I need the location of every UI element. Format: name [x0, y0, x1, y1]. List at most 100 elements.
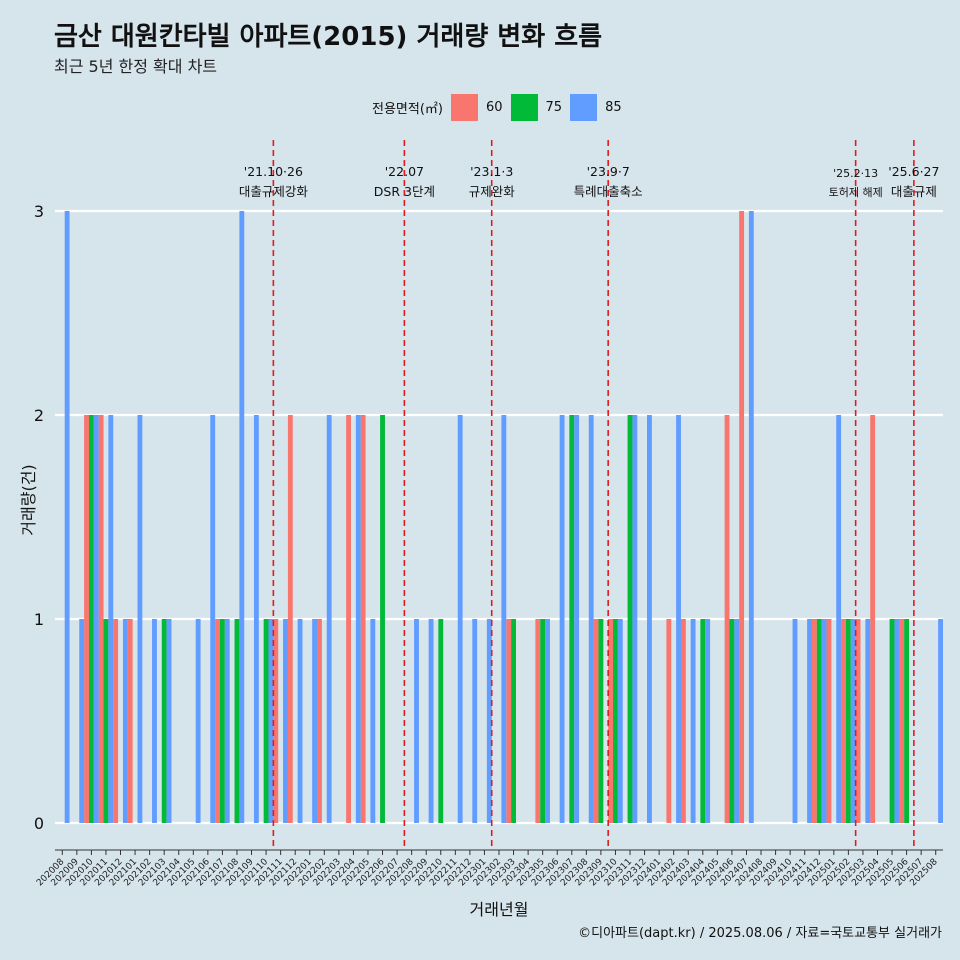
- bar-85-202010: [93, 415, 99, 823]
- bar-85-202009: [79, 619, 85, 823]
- bar-60-202202: [317, 619, 322, 823]
- event-label-4: 토허제 해제: [829, 185, 883, 199]
- bar-85-202112: [297, 619, 303, 823]
- bar-60-202502: [841, 619, 846, 823]
- legend: 전용면적(㎡) 60 75 85: [372, 92, 630, 122]
- legend-label-85: 85: [605, 99, 622, 115]
- bar-60-202204: [346, 415, 351, 823]
- bar-60-202402: [666, 619, 672, 823]
- bar-75-202210: [438, 619, 444, 823]
- bar-60-202011: [98, 415, 104, 823]
- bar-75-202110: [263, 619, 269, 823]
- bar-85-202505: [894, 619, 900, 823]
- legend-label-75: 75: [545, 99, 563, 115]
- legend-swatch-75: [510, 93, 538, 121]
- legend-title: 전용면적(㎡): [372, 101, 443, 117]
- bar-60-202403: [680, 619, 686, 823]
- bar-85-202202: [326, 415, 332, 823]
- event-label-0: 대출규제강화: [239, 184, 309, 199]
- bar-60-202303: [506, 619, 512, 823]
- bar-85-202402: [676, 415, 681, 823]
- y-axis-title: 거래량(건): [19, 464, 38, 535]
- bar-85-202305: [545, 619, 550, 823]
- bar-60-202309: [593, 619, 599, 823]
- bar-85-202307: [574, 415, 580, 823]
- bar-60-202305: [535, 619, 541, 823]
- bar-75-202107: [219, 619, 225, 823]
- bar-75-202412: [816, 619, 822, 823]
- event-label-1: DSR 3단계: [374, 184, 435, 199]
- event-date-2: '23.1·3: [470, 164, 513, 179]
- event-date-5: '25.6·27: [888, 164, 939, 179]
- bar-85-202110: [268, 619, 274, 823]
- bar-60-202010: [84, 415, 89, 823]
- bar-60-202407: [739, 211, 745, 823]
- bar-85-202111: [283, 619, 288, 823]
- bar-85-202209: [428, 619, 434, 823]
- legend-item-75: 75: [510, 93, 563, 121]
- bar-85-202403: [690, 619, 696, 823]
- bar-75-202303: [511, 619, 516, 823]
- bar-75-202310: [613, 619, 618, 823]
- bar-60-202506: [899, 619, 905, 823]
- bar-60-202107: [215, 619, 220, 823]
- bar-75-202311: [627, 415, 633, 823]
- bar-75-202309: [598, 619, 604, 823]
- bar-85-202205: [370, 619, 376, 823]
- y-tick-label-1: 1: [34, 610, 44, 629]
- bar-60-202205: [360, 415, 366, 823]
- bar-85-202201: [312, 619, 318, 823]
- bar-85-202109: [253, 415, 259, 823]
- legend-item-60: 60: [450, 93, 503, 121]
- bar-75-202406: [729, 619, 735, 823]
- bar-85-202107: [224, 619, 230, 823]
- event-label-3: 특례대출축소: [574, 184, 643, 199]
- bar-60-202101: [127, 619, 133, 823]
- y-tick-label-2: 2: [34, 406, 44, 425]
- bar-85-202105: [195, 619, 201, 823]
- source-caption: ©디아파트(dapt.kr) / 2025.08.06 / 자료=국토교통부 실…: [578, 926, 942, 941]
- bar-75-202404: [700, 619, 706, 823]
- event-date-0: '21.10·26: [244, 164, 303, 179]
- bar-75-202505: [889, 619, 895, 823]
- legend-swatch-60: [450, 93, 478, 121]
- x-axis-title: 거래년월: [470, 900, 529, 919]
- bar-85-202301: [486, 619, 492, 823]
- bar-85-202502: [850, 619, 856, 823]
- bar-85-202404: [705, 619, 711, 823]
- bar-60-202012: [113, 619, 119, 823]
- chart-title: 금산 대원칸타빌 아파트(2015) 거래량 변화 흐름: [54, 22, 603, 52]
- bar-85-202411: [807, 619, 812, 823]
- bar-85-202412: [821, 619, 827, 823]
- bar-75-202010: [88, 415, 94, 823]
- bar-75-202305: [540, 619, 546, 823]
- bar-85-202101: [137, 415, 143, 823]
- event-date-4: '25.2·13: [833, 167, 878, 180]
- bar-85-202312: [647, 415, 652, 823]
- event-label-5: 대출규제: [891, 184, 937, 199]
- bar-60-202111: [273, 619, 279, 823]
- bar-75-202108: [234, 619, 240, 823]
- bar-60-202112: [287, 415, 293, 823]
- bar-85-202204: [355, 415, 361, 823]
- bar-85-202212: [472, 619, 478, 823]
- y-tick-label-3: 3: [34, 202, 44, 221]
- bar-75-202307: [569, 415, 575, 823]
- bar-85-202410: [792, 619, 798, 823]
- y-tick-label-0: 0: [34, 814, 44, 833]
- bar-85-202103: [166, 619, 172, 823]
- bar-85-202406: [734, 619, 740, 823]
- event-date-3: '23.9·7: [587, 164, 630, 179]
- bar-60-202504: [870, 415, 876, 823]
- bar-60-202503: [855, 619, 861, 823]
- bar-75-202103: [161, 619, 167, 823]
- bar-60-202412: [811, 619, 817, 823]
- bar-85-202208: [414, 619, 419, 823]
- event-date-1: '22.07: [385, 164, 424, 179]
- bar-75-202502: [845, 619, 851, 823]
- bar-85-202011: [108, 415, 114, 823]
- bar-85-202310: [617, 619, 623, 823]
- bar-75-202506: [904, 619, 910, 823]
- bar-85-202308: [588, 415, 594, 823]
